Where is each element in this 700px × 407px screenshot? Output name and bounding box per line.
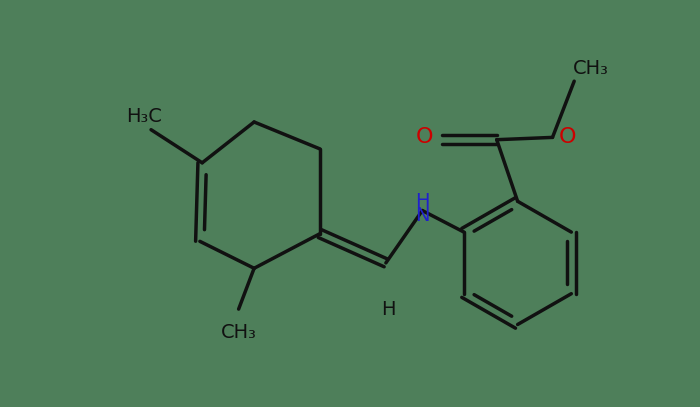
- Text: N: N: [415, 206, 430, 225]
- Text: CH₃: CH₃: [573, 59, 609, 78]
- Text: CH₃: CH₃: [220, 323, 257, 342]
- Text: O: O: [559, 127, 577, 147]
- Text: O: O: [416, 127, 433, 147]
- Text: H: H: [381, 300, 395, 319]
- Text: H: H: [415, 192, 430, 211]
- Text: H₃C: H₃C: [126, 107, 162, 126]
